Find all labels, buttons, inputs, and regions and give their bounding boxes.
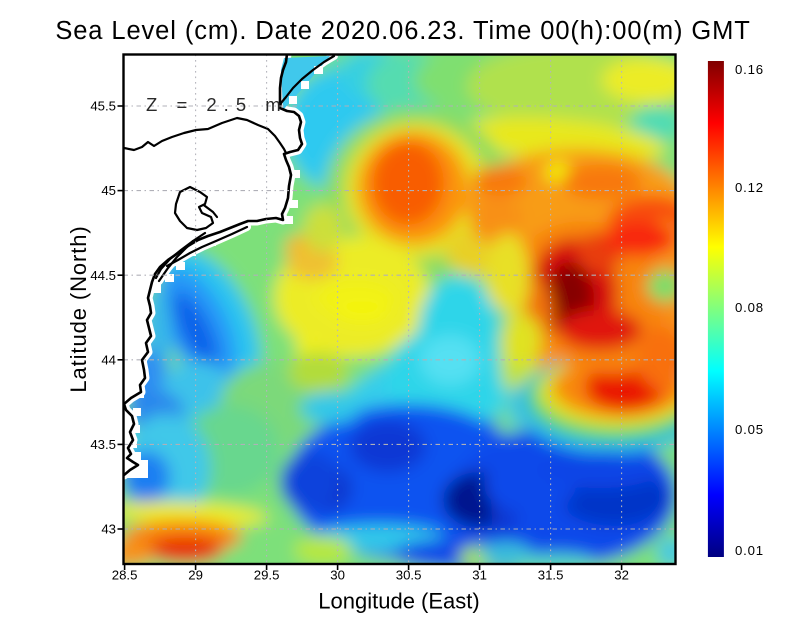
svg-text:0.01: 0.01: [735, 543, 764, 558]
svg-text:44: 44: [101, 352, 116, 367]
svg-text:43.5: 43.5: [90, 437, 116, 452]
svg-text:29.5: 29.5: [254, 568, 280, 583]
svg-text:Longitude (East): Longitude (East): [318, 589, 479, 614]
svg-text:0.16: 0.16: [735, 62, 764, 77]
svg-text:29: 29: [188, 568, 203, 583]
svg-text:30: 30: [330, 568, 345, 583]
svg-text:31: 31: [472, 568, 487, 583]
svg-text:Z = 2.5 m: Z = 2.5 m: [146, 94, 288, 115]
svg-text:Sea Level (cm). Date 2020.06.2: Sea Level (cm). Date 2020.06.23. Time 00…: [55, 17, 750, 45]
svg-text:44.5: 44.5: [90, 268, 116, 283]
svg-text:30.5: 30.5: [396, 568, 422, 583]
svg-text:45.5: 45.5: [90, 99, 116, 114]
svg-text:28.5: 28.5: [112, 568, 138, 583]
svg-text:0.05: 0.05: [735, 422, 764, 437]
svg-text:45: 45: [101, 183, 116, 198]
svg-text:0.08: 0.08: [735, 300, 764, 315]
svg-text:Latitude (North): Latitude (North): [66, 225, 91, 392]
svg-text:32: 32: [614, 568, 629, 583]
svg-text:43: 43: [101, 522, 116, 537]
svg-text:0.12: 0.12: [735, 180, 764, 195]
svg-text:31.5: 31.5: [538, 568, 564, 583]
